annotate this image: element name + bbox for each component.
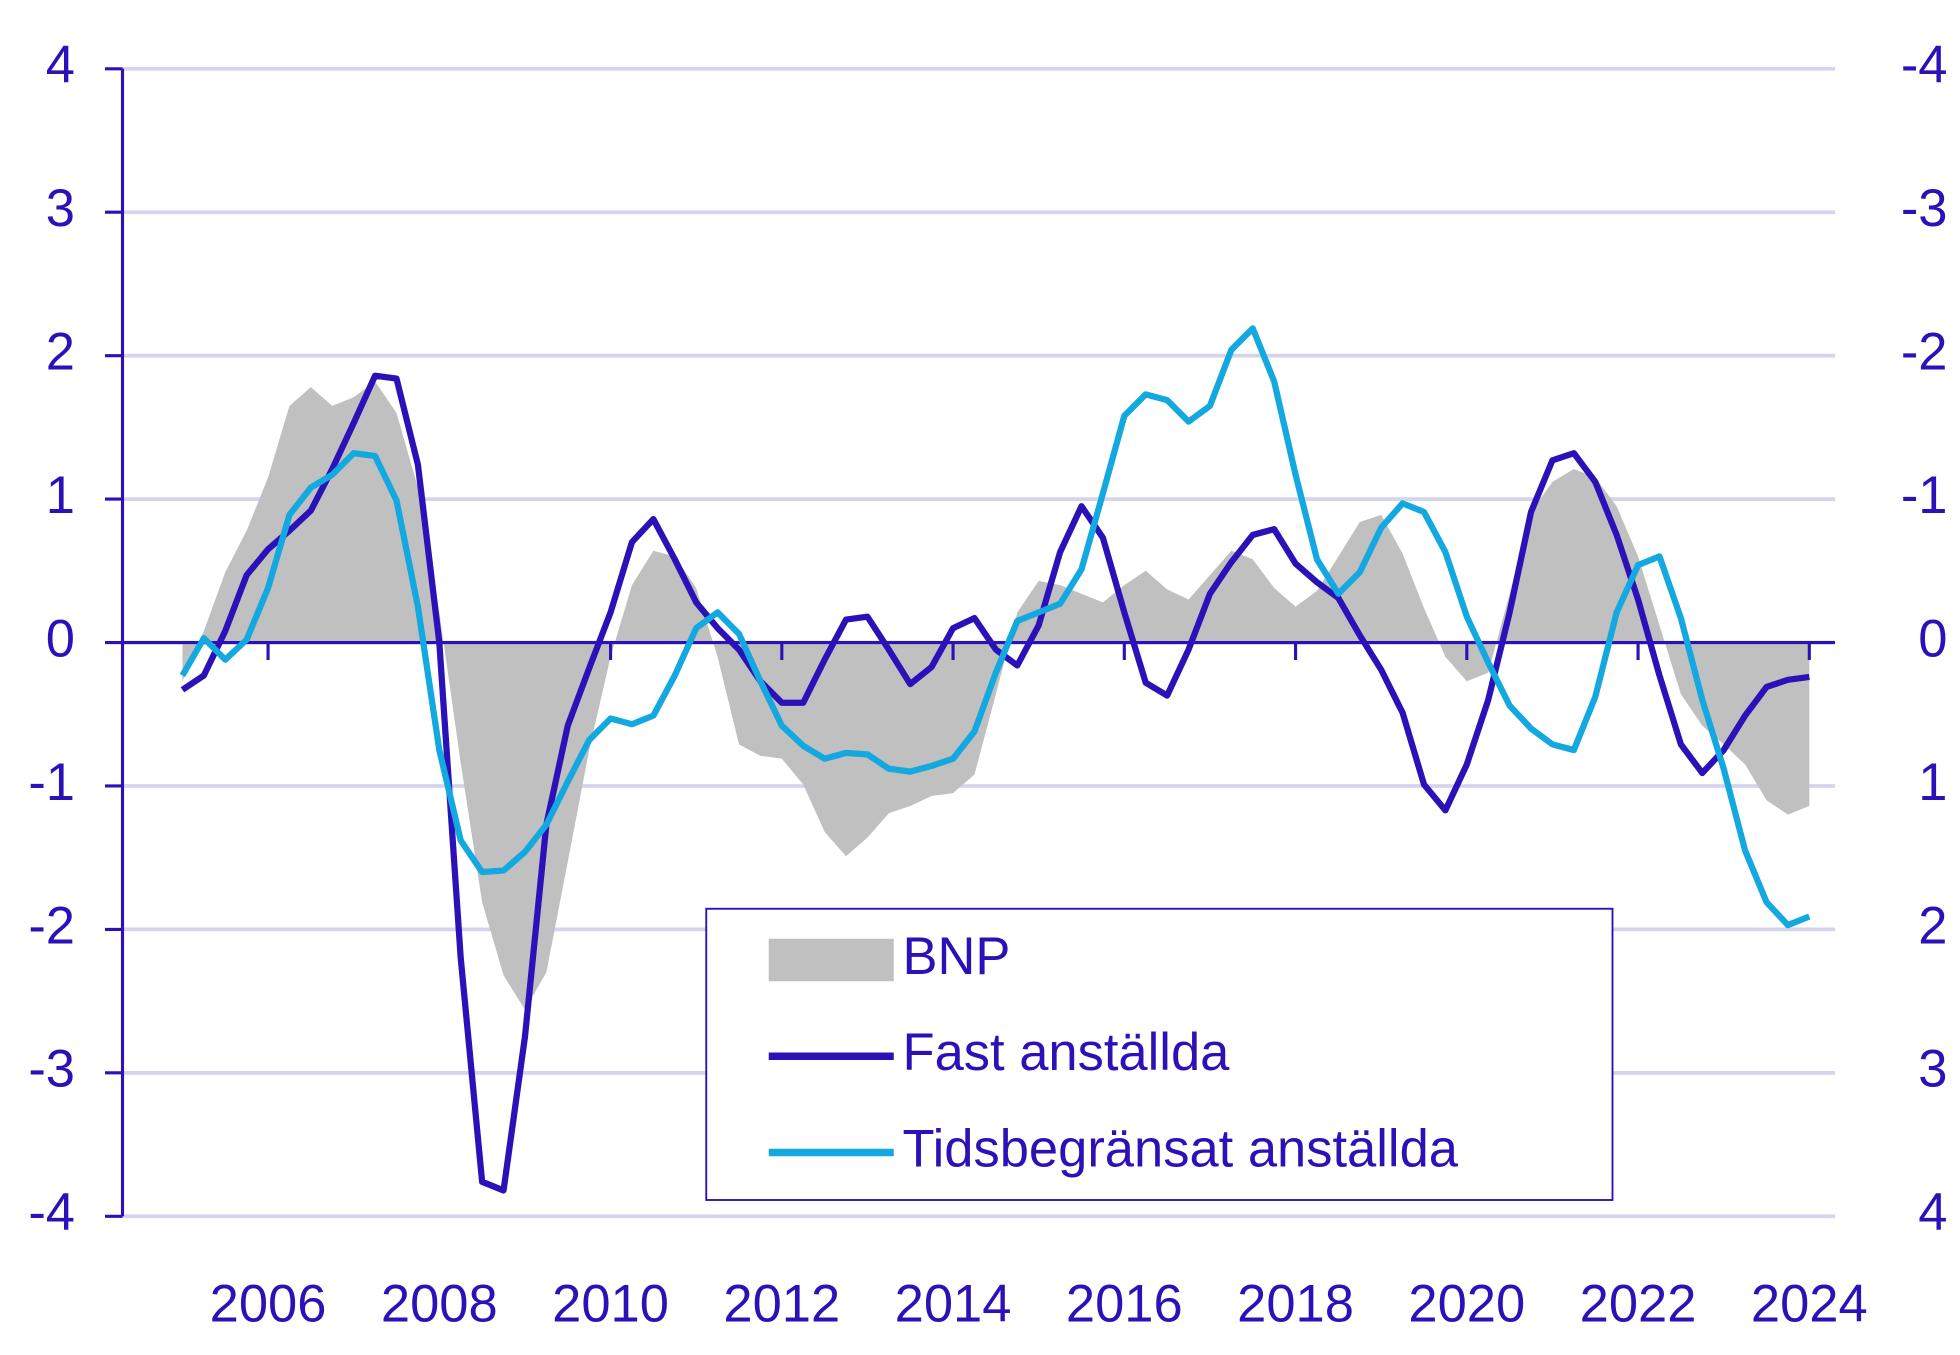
y-tick-label: 2: [46, 323, 75, 382]
y-tick-label: -2: [28, 896, 75, 955]
y2-tick-label: 3: [1918, 1040, 1947, 1099]
y-tick-label: 4: [46, 36, 75, 95]
x-tick-label: 2016: [1066, 1274, 1183, 1333]
y-tick-label: 3: [46, 179, 75, 238]
line: [179, 325, 1811, 929]
y-tick-label: 0: [46, 609, 75, 668]
legend-label: BNP: [903, 927, 1011, 986]
y2-tick-label: -4: [1901, 36, 1948, 95]
y-tick-label: -1: [28, 753, 75, 812]
y-tick-label: -3: [28, 1040, 75, 1099]
y2-tick-label: 2: [1918, 896, 1947, 955]
y-tick-label: 1: [46, 466, 75, 525]
y2-tick-label: -2: [1901, 323, 1948, 382]
y2-tick-label: 0: [1918, 609, 1947, 668]
legend-label: Tidsbegränsat anställda: [903, 1119, 1459, 1178]
x-tick-label: 2018: [1237, 1274, 1354, 1333]
legend-swatch: [768, 938, 894, 982]
x-tick-label: 2022: [1580, 1274, 1697, 1333]
legend: BNP Fast anställda Tidsbegränsat anställda: [705, 907, 1614, 1201]
y2-tick-label: -1: [1901, 466, 1948, 525]
y2-tick-label: 4: [1918, 1183, 1947, 1242]
x-tick-label: 2020: [1408, 1274, 1525, 1333]
x-tick-label: 2008: [381, 1274, 498, 1333]
y2-tick-label: -3: [1901, 179, 1948, 238]
y2-tick-label: 1: [1918, 753, 1947, 812]
legend-label: Fast anställda: [903, 1023, 1231, 1082]
line: [180, 372, 1810, 1194]
x-tick-label: 2014: [895, 1274, 1012, 1333]
x-tick-label: 2010: [552, 1274, 669, 1333]
x-tick-label: 2024: [1751, 1274, 1868, 1333]
x-tick-label: 2006: [210, 1274, 327, 1333]
y-tick-label: -4: [28, 1183, 75, 1242]
x-tick-label: 2012: [723, 1274, 840, 1333]
